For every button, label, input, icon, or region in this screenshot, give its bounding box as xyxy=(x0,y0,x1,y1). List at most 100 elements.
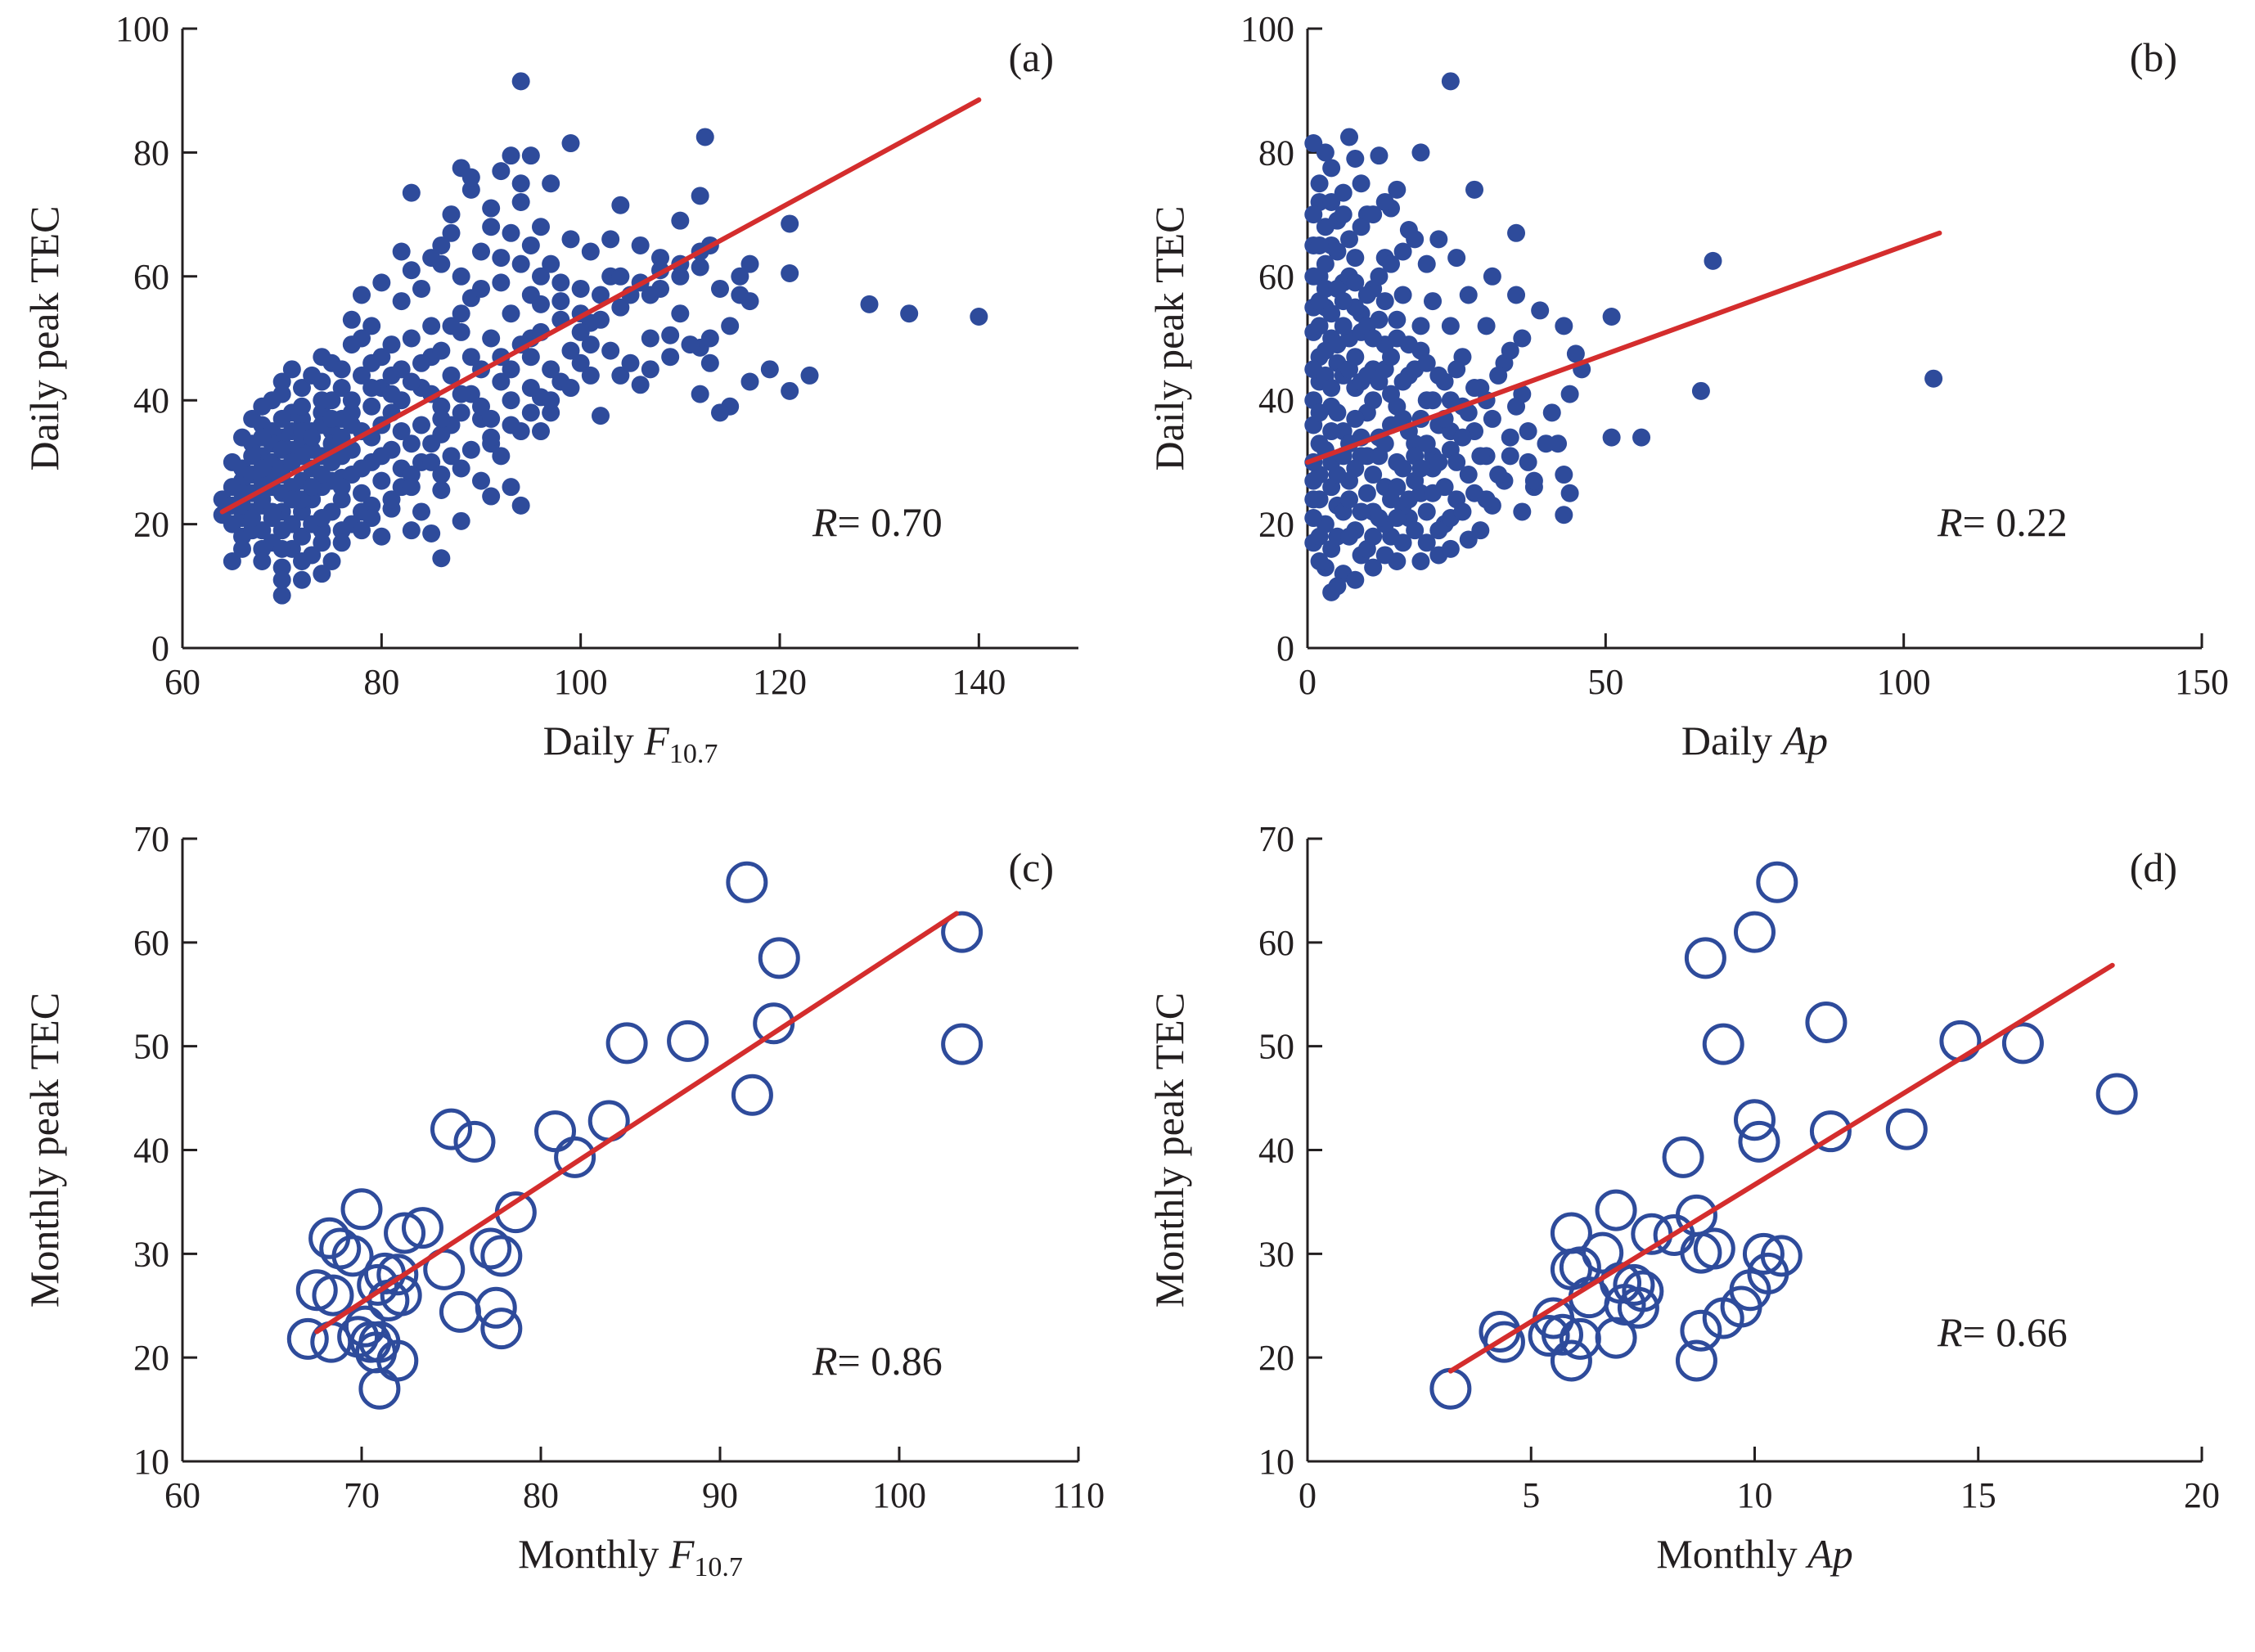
data-point xyxy=(422,249,441,268)
data-point xyxy=(1702,1023,1744,1065)
data-point xyxy=(1406,521,1425,540)
correlation-value: = 0.70 xyxy=(838,499,943,545)
data-point xyxy=(1393,459,1412,478)
data-point xyxy=(1453,428,1472,447)
y-tick-label: 80 xyxy=(133,133,169,173)
data-point xyxy=(1328,403,1347,422)
data-point xyxy=(1513,329,1532,348)
data-point xyxy=(442,223,461,242)
data-point xyxy=(482,199,501,218)
y-tick-label: 60 xyxy=(133,257,169,297)
data-point xyxy=(695,128,714,146)
data-point xyxy=(1328,242,1347,261)
data-point xyxy=(502,391,520,410)
data-point xyxy=(711,403,729,422)
data-point xyxy=(402,466,421,484)
data-point xyxy=(511,174,530,193)
data-point xyxy=(1424,391,1443,410)
data-point xyxy=(1310,174,1329,193)
data-point xyxy=(312,1274,354,1317)
data-point xyxy=(592,286,610,304)
data-point xyxy=(1417,502,1436,521)
data-point xyxy=(1393,533,1412,552)
data-point xyxy=(1393,242,1412,261)
data-point xyxy=(233,539,251,558)
data-point xyxy=(432,236,451,254)
data-point xyxy=(480,1308,523,1350)
data-point xyxy=(342,335,361,354)
data-point xyxy=(432,341,451,360)
data-point xyxy=(561,134,580,153)
data-point xyxy=(1334,317,1353,335)
data-point xyxy=(362,509,381,528)
data-point xyxy=(726,861,768,903)
data-point xyxy=(1477,490,1496,509)
data-point xyxy=(532,218,550,236)
data-point xyxy=(313,509,331,528)
data-point xyxy=(1550,1339,1592,1382)
y-tick-label: 30 xyxy=(133,1234,169,1274)
x-axis-title: Monthly Ap xyxy=(1656,1531,1852,1577)
data-point xyxy=(402,329,421,348)
y-tick-label: 10 xyxy=(1258,1442,1294,1482)
data-point xyxy=(1560,385,1579,403)
data-point xyxy=(1334,292,1353,311)
panel-label: (a) xyxy=(1009,34,1055,80)
y-tick-label: 80 xyxy=(1258,133,1294,173)
data-point xyxy=(272,539,291,558)
data-point xyxy=(353,459,371,478)
x-tick-label: 100 xyxy=(1877,662,1931,702)
data-point xyxy=(384,1212,426,1254)
x-tick-label: 120 xyxy=(753,662,807,702)
data-point xyxy=(2095,1073,2138,1115)
data-point xyxy=(1477,317,1496,335)
x-tick-label: 50 xyxy=(1587,662,1623,702)
data-point xyxy=(1310,403,1329,422)
data-point xyxy=(358,1367,401,1410)
y-tick-label: 40 xyxy=(133,380,169,421)
data-point xyxy=(1441,539,1460,558)
data-point xyxy=(1322,192,1341,211)
x-tick-label: 0 xyxy=(1299,662,1317,702)
data-point xyxy=(1316,254,1335,273)
data-point xyxy=(671,211,690,230)
x-axis-title: Daily F10.7 xyxy=(543,718,718,769)
data-point xyxy=(1322,379,1341,398)
x-tick-label: 80 xyxy=(523,1475,559,1515)
data-point xyxy=(900,304,919,323)
data-point xyxy=(313,391,331,410)
data-point xyxy=(1310,434,1329,453)
y-axis-title: Daily peak TEC xyxy=(21,206,67,471)
data-point xyxy=(521,236,540,254)
data-point xyxy=(1680,1309,1722,1352)
data-point xyxy=(1328,335,1347,354)
data-point xyxy=(502,304,520,323)
data-point xyxy=(1375,192,1394,211)
data-point xyxy=(1531,301,1550,320)
data-point xyxy=(1334,205,1353,224)
data-point xyxy=(313,533,331,552)
data-point xyxy=(376,1254,419,1296)
correlation-symbol: R xyxy=(812,1338,838,1384)
x-axis-title-prefix: Daily xyxy=(1681,718,1783,763)
data-point xyxy=(492,372,511,391)
data-point xyxy=(1507,397,1526,416)
data-point xyxy=(1399,490,1418,509)
data-point xyxy=(293,527,311,546)
data-point xyxy=(362,379,381,398)
data-point xyxy=(1519,422,1537,441)
panel-label: (c) xyxy=(1009,844,1055,890)
data-point xyxy=(402,183,421,202)
correlation-value: = 0.66 xyxy=(1963,1309,2068,1355)
data-point xyxy=(551,292,570,311)
data-point xyxy=(542,254,560,273)
data-point xyxy=(272,521,291,540)
chart-panel: 0 20 40 60 80 100 60 80 100 120 140 Daily peak TEC D… xyxy=(21,9,1078,769)
data-point xyxy=(303,478,322,497)
chart-panel: 10 20 30 40 50 60 70 0 5 10 15 20 Monthly peak TEC Mo… xyxy=(1146,819,2220,1577)
data-point xyxy=(1559,1246,1601,1289)
data-point xyxy=(332,490,351,509)
x-tick-label: 5 xyxy=(1522,1475,1540,1515)
data-point xyxy=(293,570,311,589)
x-tick-label: 15 xyxy=(1960,1475,1996,1515)
